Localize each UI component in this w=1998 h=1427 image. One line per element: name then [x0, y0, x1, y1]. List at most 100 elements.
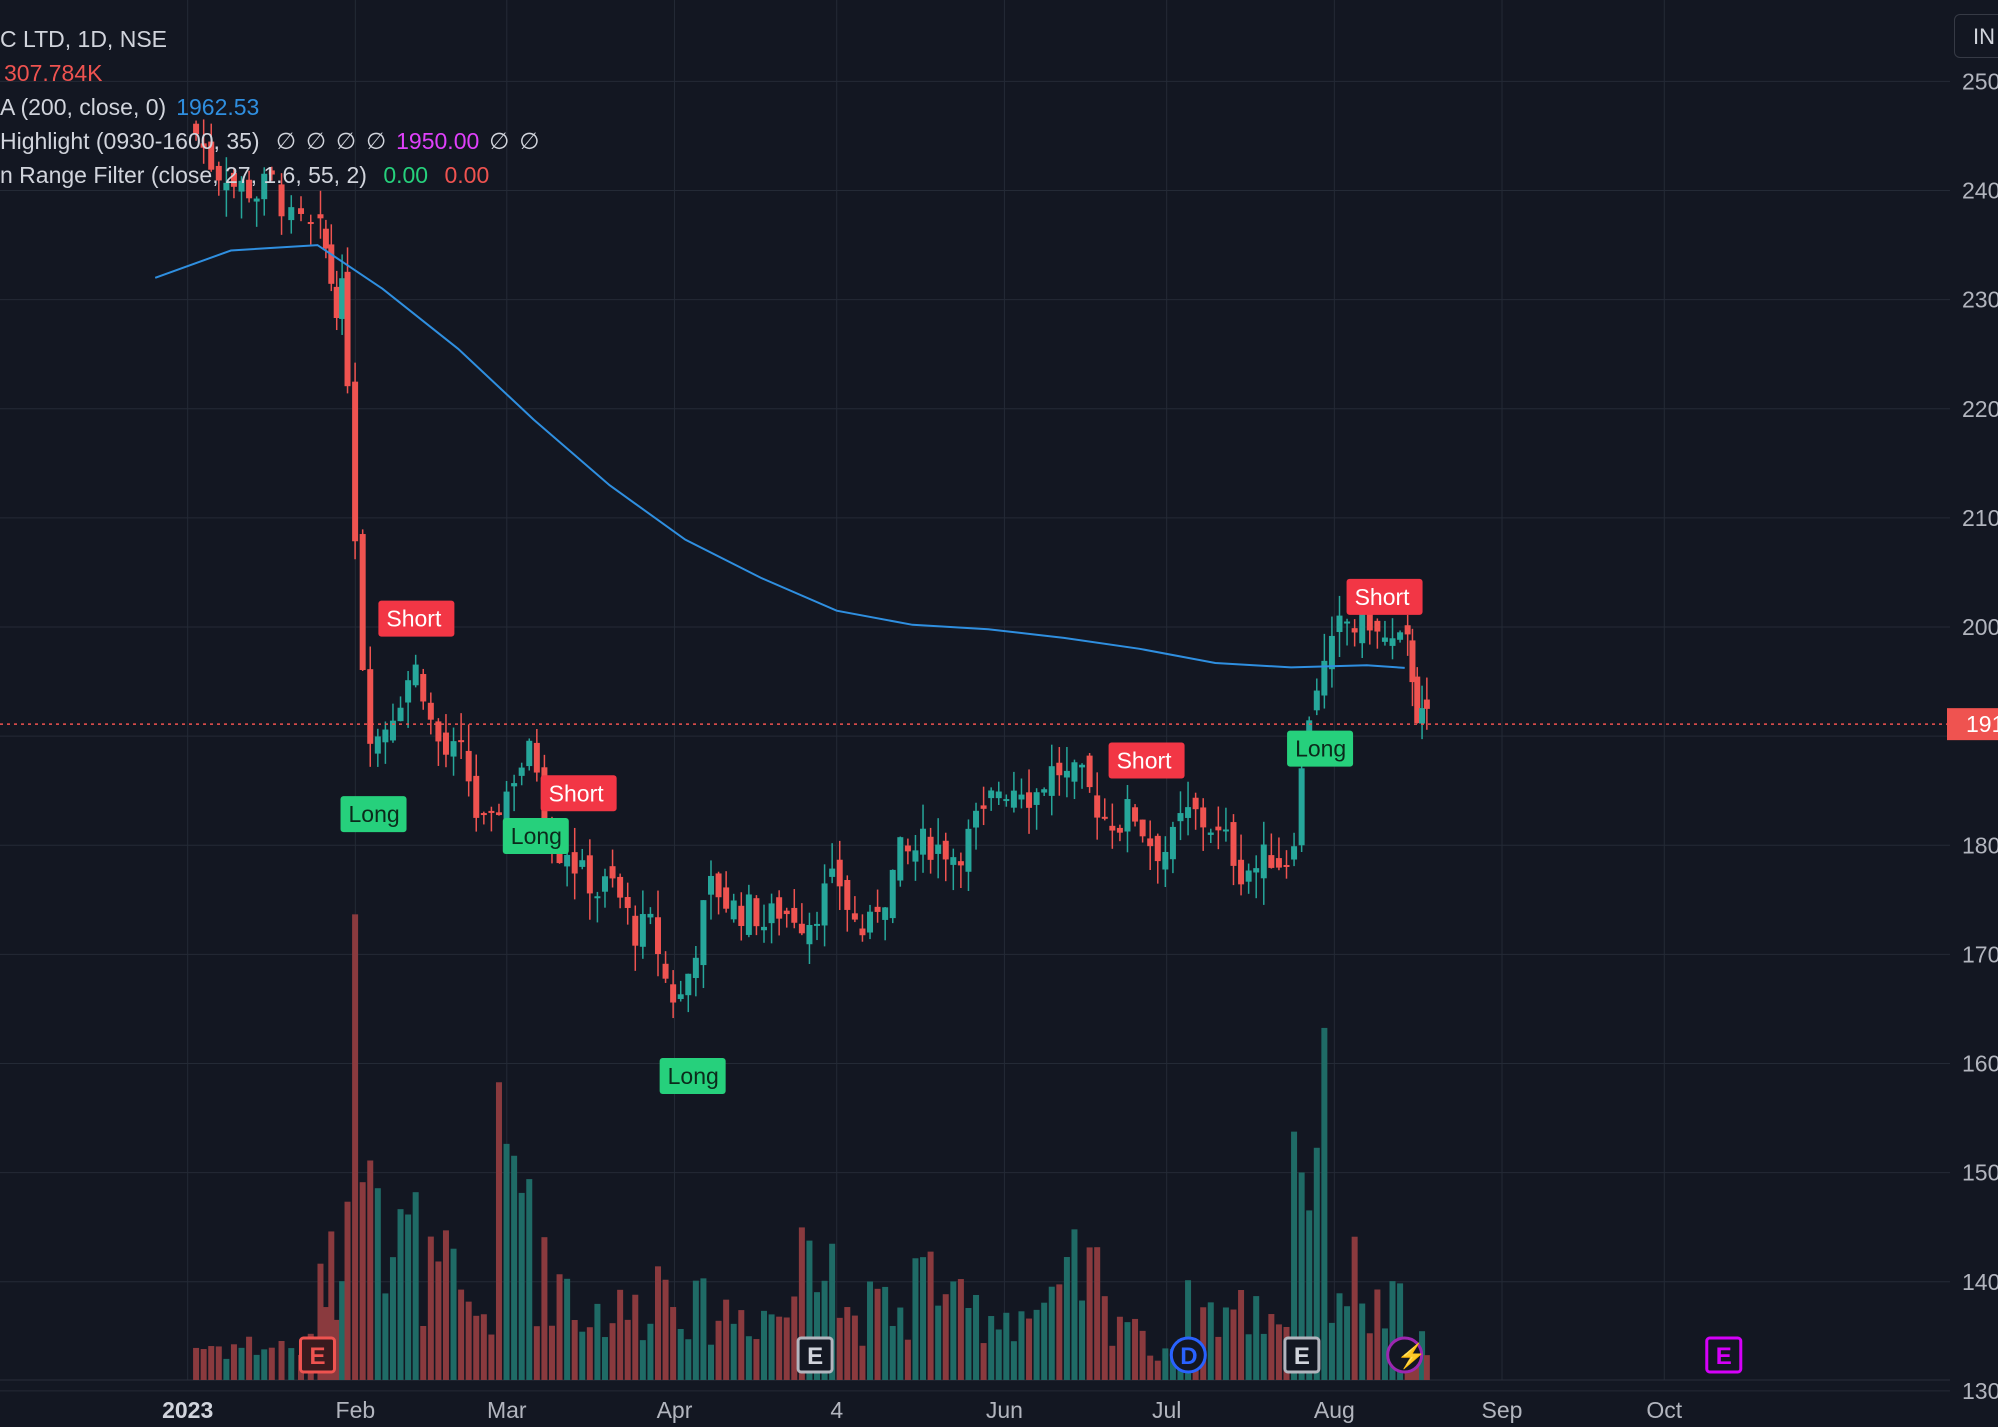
candle: [1409, 640, 1416, 683]
event-symbol: ⚡: [1397, 1342, 1427, 1370]
volume-bar: [798, 1227, 805, 1380]
volume-bar: [1101, 1296, 1108, 1380]
volume-bar: [1003, 1312, 1010, 1380]
candle: [1366, 607, 1373, 631]
candle: [1414, 676, 1421, 724]
long-signal-box: [659, 1058, 726, 1095]
candle: [1177, 813, 1184, 822]
volume-bar: [639, 1340, 646, 1380]
candle: [1048, 766, 1055, 796]
volume-bar: [920, 1257, 927, 1380]
volume-bar: [389, 1257, 396, 1380]
candle: [317, 214, 324, 219]
candle: [1245, 870, 1252, 882]
volume-bar: [359, 1182, 366, 1380]
volume-bar: [700, 1278, 707, 1380]
candle: [1344, 621, 1351, 624]
volume-bar: [851, 1315, 858, 1380]
candle: [397, 707, 404, 722]
volume-bar: [1033, 1309, 1040, 1380]
candle: [670, 984, 677, 1003]
volume-bar: [1238, 1290, 1245, 1380]
volume-bar: [427, 1236, 434, 1380]
candle: [1291, 846, 1298, 860]
candle: [791, 907, 798, 923]
volume-bar: [579, 1331, 586, 1380]
highlight-values: ∅ ∅ ∅ ∅ 1950.00 ∅ ∅: [276, 128, 549, 154]
candle: [609, 866, 616, 879]
candle: [821, 883, 828, 926]
candle: [533, 742, 540, 773]
interval-button[interactable]: IN: [1954, 14, 1998, 58]
volume-bar: [995, 1329, 1002, 1380]
candle: [488, 810, 495, 813]
range-filter-label: n Range Filter (close, 27, 1.6, 55, 2): [0, 162, 367, 188]
long-signal-label: Long: [668, 1063, 719, 1089]
volume-bar: [624, 1319, 631, 1380]
volume-bar: [1041, 1302, 1048, 1380]
candle: [1185, 807, 1192, 818]
candle: [571, 852, 578, 874]
candle: [639, 914, 646, 947]
earnings-event-icon: [1283, 1336, 1321, 1374]
candle: [1162, 851, 1169, 870]
x-tick-label: Jul: [1152, 1397, 1181, 1423]
volume-bar: [333, 1319, 340, 1380]
volume-bar: [1389, 1281, 1396, 1380]
candle: [662, 963, 669, 979]
volume-bar: [594, 1303, 601, 1380]
x-tick-label: Aug: [1314, 1397, 1355, 1423]
volume-bar: [193, 1347, 200, 1380]
candle: [973, 810, 980, 828]
candle: [715, 873, 722, 898]
volume-bar: [654, 1266, 661, 1380]
signal-labels: Long Short Long Short Long Short Long Short: [340, 578, 1423, 1095]
candles: [193, 119, 1430, 1019]
current-price-tag: 191: [1947, 708, 1998, 741]
candle: [995, 791, 1002, 799]
volume-bar: [973, 1294, 980, 1380]
volume-bar: [1048, 1286, 1055, 1380]
candle: [344, 271, 351, 387]
candle: [339, 278, 346, 319]
candle: [193, 123, 200, 135]
volume-bar: [768, 1314, 775, 1380]
y-axis: 250 240 230 220 210 200 180 170 160 150 140 130: [1962, 68, 1998, 1404]
candle: [579, 860, 586, 867]
long-signal-box: [502, 817, 569, 854]
candle: [215, 165, 222, 181]
volume-bar: [1056, 1284, 1063, 1380]
volume-bar: [511, 1155, 518, 1380]
candle: [556, 847, 563, 864]
candle: [980, 805, 987, 809]
volume-bar: [367, 1160, 374, 1380]
volume-bar: [1268, 1314, 1275, 1380]
candle: [333, 286, 340, 318]
long-signal-label: Long: [1295, 736, 1346, 762]
long-signal-box: [1287, 730, 1354, 767]
volume-bar: [405, 1214, 412, 1380]
volume-bar: [791, 1296, 798, 1380]
volume-bar: [738, 1310, 745, 1380]
candle: [927, 836, 934, 860]
volume-bar: [988, 1316, 995, 1380]
volume-bar: [1116, 1316, 1123, 1380]
candle: [1298, 768, 1305, 846]
short-signal-box: [1346, 578, 1423, 615]
long-signal-box: [340, 796, 407, 833]
ma-line: [154, 244, 1405, 669]
volume-bar: [617, 1289, 624, 1380]
volume-bar: [761, 1310, 768, 1380]
candle: [867, 911, 874, 933]
volume-bar: [1215, 1336, 1222, 1380]
candle: [1056, 762, 1063, 776]
volume-bar: [912, 1258, 919, 1380]
legend-volume: 307.784K: [0, 56, 549, 90]
y-tick-label: 200: [1962, 614, 1998, 640]
volume-bar: [495, 1082, 502, 1380]
candle: [806, 924, 813, 945]
volume-bar: [288, 1348, 295, 1380]
volume-bar: [533, 1326, 540, 1380]
short-signal-label: Short: [1117, 748, 1173, 774]
